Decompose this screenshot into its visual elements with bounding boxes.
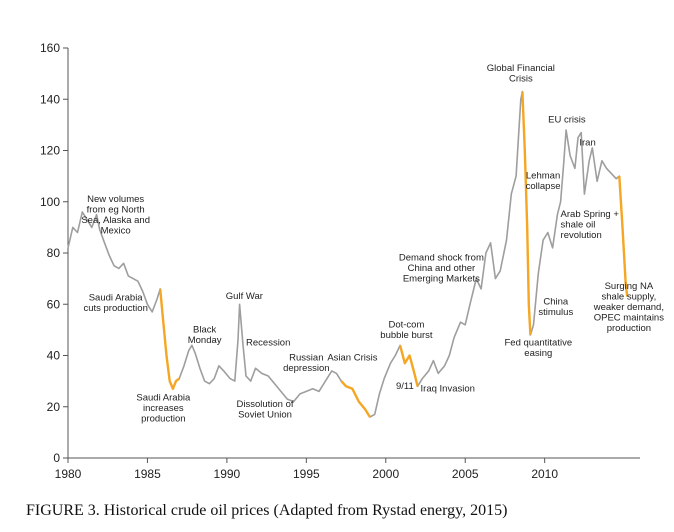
x-tick-label: 1985 [134, 467, 161, 481]
figure-caption: FIGURE 3. Historical crude oil prices (A… [26, 502, 508, 519]
highlight-segment [398, 344, 419, 387]
annotation-label: Gulf War [226, 291, 263, 302]
annotation-label: Saudi Arabia increases production [136, 392, 191, 424]
annotation-label: Dot-com bubble burst [380, 319, 433, 341]
x-tick-label: 2005 [452, 467, 479, 481]
annotation-label: EU crisis [548, 114, 586, 125]
annotation-label: Global Financial Crisis [487, 63, 555, 85]
oil-price-chart: 0 20 40 60 80 100 120 140 160 1980 1985 1990 1995 200… [40, 41, 664, 481]
y-tick-label: 120 [40, 144, 60, 158]
y-tick-label: 100 [40, 195, 60, 209]
x-tick-label: 2000 [372, 467, 399, 481]
annotation-label: New volumes from eg North Sea, Alaska and M… [81, 194, 150, 237]
annotation-label: Black Monday [188, 324, 222, 346]
y-tick-label: 60 [47, 297, 61, 311]
y-tick-label: 80 [47, 246, 61, 260]
price-line [67, 90, 629, 418]
annotation-label: Arab Spring + shale oil revolution [561, 209, 620, 241]
annotations: New volumes from eg North Sea, Alaska and M… [81, 63, 664, 424]
annotation-label: Asian Crisis [327, 353, 377, 364]
annotation-label: Surging NA shale supply, weaker demand, OPE… [593, 281, 664, 334]
highlight-segment [618, 176, 629, 297]
annotation-label: Saudi Arabia cuts production [83, 292, 147, 314]
annotation-label: 9/11 [396, 381, 414, 392]
x-tick-label: 1990 [214, 467, 241, 481]
y-tick-label: 40 [47, 349, 61, 363]
highlight-segment [340, 380, 371, 418]
price-series [67, 90, 629, 418]
annotation-label: Iran [579, 137, 595, 148]
annotation-label: China stimulus [538, 296, 573, 318]
annotation-label: Russian depression [283, 353, 329, 375]
x-tick-label: 1995 [293, 467, 320, 481]
highlight-segment [159, 288, 180, 390]
annotation-label: Iraq Invasion [421, 383, 475, 394]
x-tick-label: 2010 [531, 467, 558, 481]
chart-axes: 0 20 40 60 80 100 120 140 160 1980 1985 1990 1995 200… [40, 41, 640, 481]
annotation-label: Recession [246, 337, 290, 348]
annotation-label: Demand shock from China and other Emerging… [399, 253, 484, 285]
annotation-label: Fed quantitative easing [505, 337, 573, 359]
highlight-segment [521, 91, 532, 336]
y-tick-label: 160 [40, 41, 60, 55]
annotation-label: Dissolution of Soviet Union [237, 399, 294, 421]
x-tick-label: 1980 [55, 467, 82, 481]
y-tick-label: 140 [40, 92, 60, 106]
y-tick-label: 0 [53, 451, 60, 465]
y-tick-label: 20 [47, 400, 61, 414]
annotation-label: Lehman collapse [526, 171, 561, 193]
